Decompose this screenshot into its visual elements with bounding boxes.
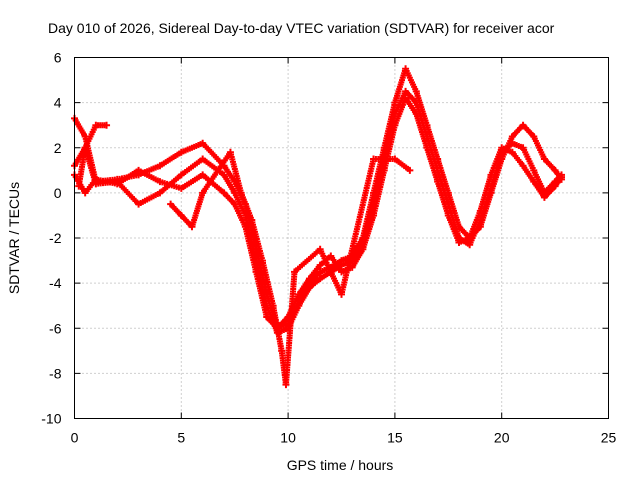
series-track-4: [75, 121, 414, 389]
x-tick-label: 25: [601, 430, 617, 446]
y-tick-label: -10: [41, 411, 61, 427]
x-tick-label: 0: [71, 430, 79, 446]
axes: 0 5 10 15 20 25 -10 -8 -6 -4 -2 0 2 4 6: [41, 50, 616, 446]
y-tick-label: -4: [49, 275, 62, 291]
y-tick-label: 6: [54, 50, 62, 66]
series-track-3: [71, 94, 566, 332]
y-tick-label: 4: [54, 95, 62, 111]
x-tick-label: 10: [280, 430, 296, 446]
y-axis-label: SDTVAR / TECUs: [6, 182, 22, 294]
x-tick-label: 20: [494, 430, 510, 446]
y-tick-label: 0: [54, 185, 62, 201]
x-axis-label: GPS time / hours: [287, 457, 394, 473]
data-series: [71, 65, 566, 389]
chart-title: Day 010 of 2026, Sidereal Day-to-day VTE…: [48, 20, 555, 36]
y-tick-label: -8: [49, 365, 62, 381]
series-track-2: [71, 87, 566, 337]
data-point: [406, 166, 414, 174]
grid: [74, 57, 609, 419]
y-tick-label: 2: [54, 140, 62, 156]
x-tick-label: 5: [177, 430, 185, 446]
y-tick-label: -2: [49, 230, 62, 246]
data-point: [558, 173, 566, 181]
y-tick-label: -6: [49, 320, 62, 336]
x-tick-label: 15: [387, 430, 403, 446]
data-point: [103, 121, 111, 129]
